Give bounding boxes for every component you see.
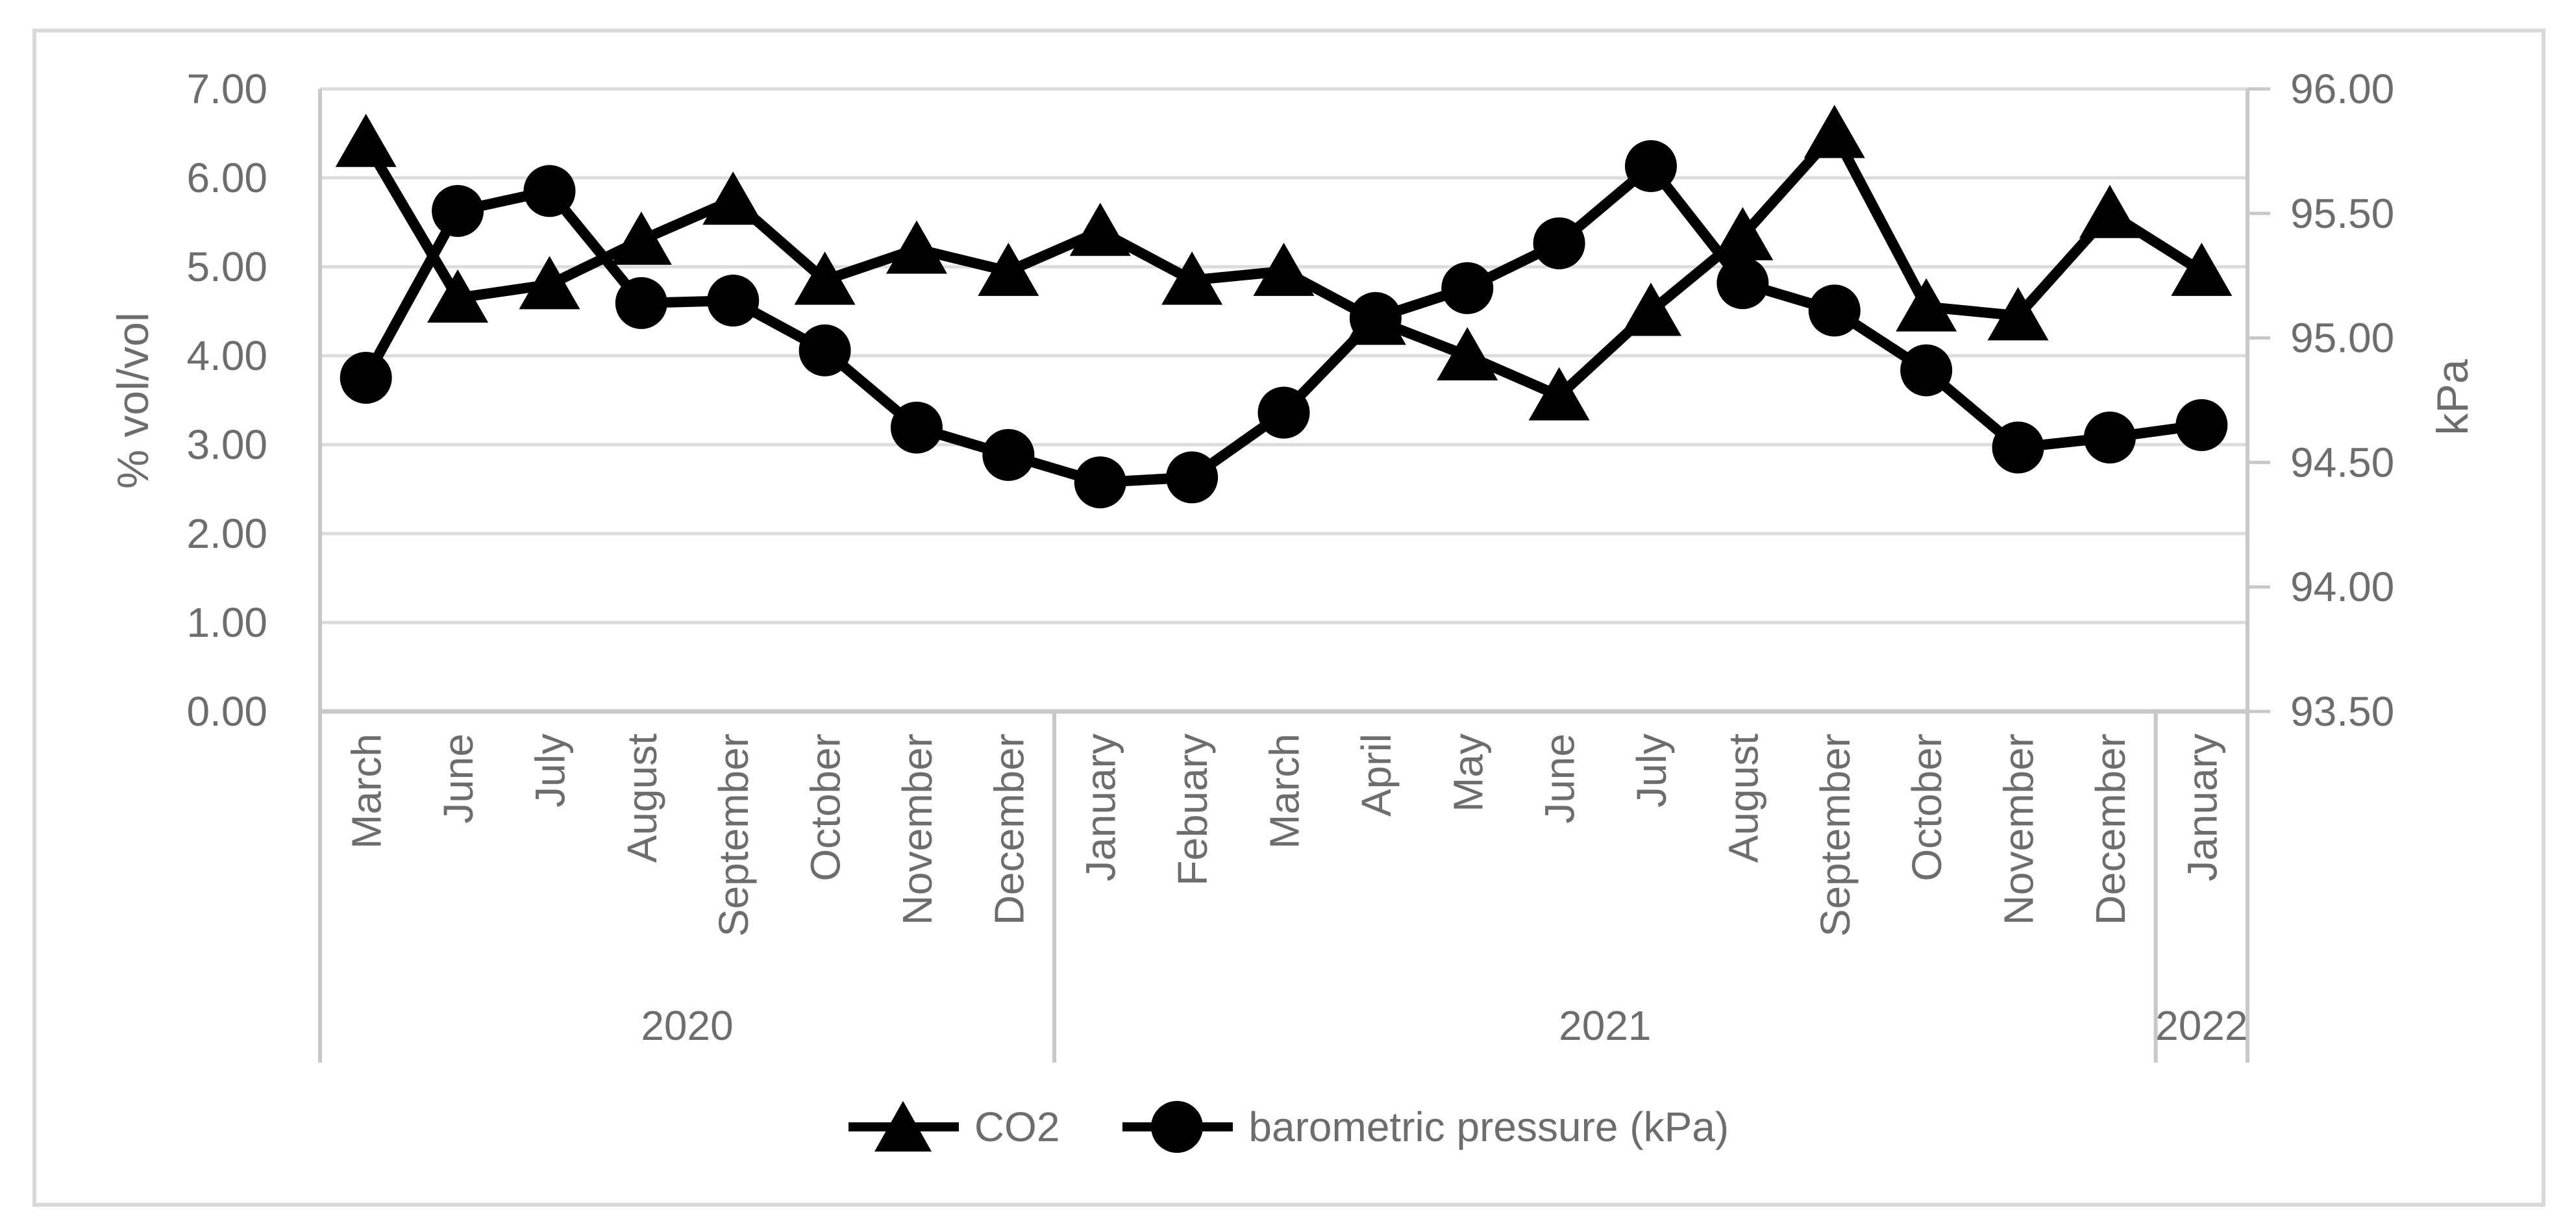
svg-text:94.00: 94.00 (2290, 563, 2394, 610)
svg-text:March: March (343, 734, 390, 849)
pressure-data-point-marker (432, 184, 484, 237)
svg-text:94.50: 94.50 (2290, 439, 2394, 486)
svg-text:October: October (802, 734, 849, 882)
svg-text:2.00: 2.00 (186, 510, 267, 557)
svg-text:93.50: 93.50 (2290, 688, 2394, 735)
co2-data-point-marker (1161, 251, 1223, 305)
svg-text:September: September (710, 734, 757, 937)
right-axis-labels: 93.50 94.00 94.50 95.00 95.50 96.00 (2290, 66, 2394, 735)
svg-text:4.00: 4.00 (186, 332, 267, 379)
svg-text:April: April (1353, 734, 1400, 817)
pressure-circle-marker-icon (1122, 1101, 1233, 1153)
svg-text:November: November (1996, 734, 2042, 925)
pressure-data-point-marker (1074, 456, 1126, 509)
pressure-data-point-marker (799, 324, 851, 376)
legend-label-pressure: barometric pressure (kPa) (1248, 1103, 1729, 1150)
svg-text:November: November (894, 734, 941, 925)
svg-text:August: August (619, 734, 665, 863)
svg-text:December: December (2087, 734, 2134, 925)
pressure-data-point-marker (2175, 399, 2228, 451)
pressure-data-point-marker (1900, 344, 1953, 397)
pressure-data-point-marker (1808, 284, 1861, 337)
svg-text:May: May (1444, 734, 1491, 812)
co2-data-point-marker (1344, 291, 1406, 345)
co2-data-point-marker (1987, 287, 2049, 341)
co2-data-point-marker (702, 171, 764, 225)
co2-data-point-marker (1253, 242, 1315, 296)
svg-text:96.00: 96.00 (2290, 66, 2394, 112)
svg-text:July: July (1628, 734, 1675, 808)
svg-text:July: July (526, 734, 573, 808)
svg-text:2021: 2021 (1559, 1002, 1651, 1049)
co2-data-point-marker (1528, 367, 1590, 421)
svg-text:3.00: 3.00 (186, 421, 267, 468)
svg-text:January: January (2179, 734, 2225, 882)
figure-border (32, 29, 2545, 1207)
legend: CO2 barometric pressure (kPa) (0, 1096, 2576, 1157)
co2-data-point-marker (335, 114, 397, 167)
pressure-data-point-marker (340, 351, 392, 404)
svg-text:6.00: 6.00 (186, 154, 267, 201)
co2-triangle-marker-icon (848, 1101, 959, 1152)
co2-data-point-marker (1896, 278, 1957, 332)
series-co2 (335, 105, 2233, 421)
pressure-data-point-marker (1441, 262, 1494, 314)
pressure-data-point-marker (2083, 412, 2136, 464)
svg-text:7.00: 7.00 (186, 66, 267, 112)
co2-data-point-marker (886, 220, 947, 274)
year-labels: 2020 2021 2022 (641, 1002, 2248, 1049)
pressure-data-point-marker (1625, 140, 1678, 192)
svg-text:March: March (1261, 734, 1308, 849)
right-axis-title: kPa (2428, 359, 2477, 436)
pressure-data-point-marker (1992, 421, 2044, 474)
pressure-data-point-marker (1533, 217, 1585, 269)
svg-text:June: June (1537, 734, 1583, 824)
co2-data-point-marker (794, 251, 856, 305)
left-axis-title: % vol/vol (108, 312, 158, 489)
left-axis-labels: 0.00 1.00 2.00 3.00 4.00 5.00 6.00 7.00 (186, 66, 267, 735)
axis-lines (318, 87, 2270, 1063)
pressure-data-point-marker (615, 277, 667, 329)
pressure-data-point-marker (1716, 257, 1769, 310)
legend-item-co2: CO2 (847, 1096, 1060, 1157)
co2-data-point-marker (610, 211, 672, 265)
svg-text:1.00: 1.00 (186, 599, 267, 646)
co2-data-point-marker (1069, 203, 1131, 256)
co2-data-point-marker (519, 256, 580, 310)
pressure-data-point-marker (707, 275, 760, 327)
legend-label-co2: CO2 (974, 1103, 1060, 1150)
co2-data-point-marker (427, 269, 489, 323)
svg-text:Febuary: Febuary (1169, 734, 1216, 886)
pressure-data-point-marker (982, 428, 1035, 481)
gridlines (320, 87, 2248, 624)
pressure-data-point-marker (890, 401, 943, 454)
co2-data-point-marker (1437, 327, 1498, 380)
co2-data-point-marker (2079, 184, 2140, 238)
svg-text:0.00: 0.00 (186, 688, 267, 735)
svg-text:January: January (1078, 734, 1124, 882)
co2-data-point-marker (1803, 105, 1865, 158)
co2-data-point-marker (1620, 282, 1682, 336)
svg-text:95.50: 95.50 (2290, 190, 2394, 237)
co2-data-point-marker (978, 242, 1039, 296)
svg-text:August: August (1720, 734, 1766, 863)
svg-text:September: September (1812, 734, 1859, 937)
pressure-data-point-marker (523, 165, 576, 217)
svg-text:December: December (985, 734, 1032, 925)
co2-data-point-marker (1712, 207, 1774, 261)
svg-text:2022: 2022 (2155, 1002, 2248, 1049)
svg-text:October: October (1903, 734, 1950, 882)
month-labels: March June July August September October Novem… (343, 734, 2226, 937)
pressure-data-point-marker (1257, 386, 1310, 439)
svg-text:2020: 2020 (641, 1002, 733, 1049)
svg-text:June: June (435, 734, 482, 824)
legend-item-pressure: barometric pressure (kPa) (1121, 1096, 1729, 1157)
co2-data-point-marker (2171, 242, 2233, 296)
pressure-data-point-marker (1166, 451, 1219, 504)
svg-text:95.00: 95.00 (2290, 315, 2394, 362)
svg-text:5.00: 5.00 (186, 243, 267, 290)
